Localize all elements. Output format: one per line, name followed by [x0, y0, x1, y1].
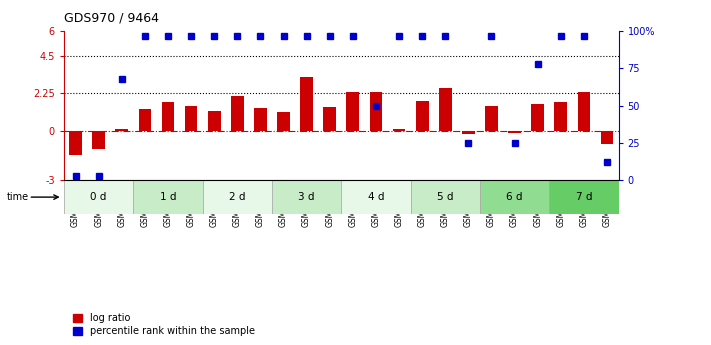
Bar: [549, 180, 619, 214]
Bar: [555, 102, 567, 130]
Text: 1 d: 1 d: [160, 192, 176, 202]
Bar: [341, 180, 411, 214]
Bar: [577, 92, 590, 130]
Bar: [300, 78, 313, 130]
Bar: [139, 109, 151, 130]
Bar: [508, 130, 521, 133]
Bar: [324, 107, 336, 130]
Bar: [69, 130, 82, 156]
Bar: [370, 92, 383, 130]
Text: 6 d: 6 d: [506, 192, 523, 202]
Text: 0 d: 0 d: [90, 192, 107, 202]
Text: GDS970 / 9464: GDS970 / 9464: [64, 11, 159, 24]
Bar: [254, 108, 267, 130]
Bar: [392, 129, 405, 130]
Bar: [134, 180, 203, 214]
Bar: [92, 130, 105, 149]
Bar: [462, 130, 475, 134]
Bar: [531, 104, 544, 130]
Text: 4 d: 4 d: [368, 192, 384, 202]
Bar: [346, 92, 359, 130]
Bar: [115, 129, 128, 130]
Bar: [601, 130, 614, 144]
Bar: [439, 88, 451, 130]
Bar: [185, 106, 198, 130]
Bar: [411, 180, 480, 214]
Bar: [161, 102, 174, 130]
Bar: [480, 180, 550, 214]
Bar: [272, 180, 341, 214]
Text: 7 d: 7 d: [576, 192, 592, 202]
Bar: [64, 180, 134, 214]
Bar: [485, 106, 498, 130]
Bar: [277, 112, 290, 130]
Bar: [208, 111, 220, 130]
Legend: log ratio, percentile rank within the sample: log ratio, percentile rank within the sa…: [69, 309, 259, 340]
Text: 3 d: 3 d: [299, 192, 315, 202]
Bar: [231, 96, 244, 130]
Text: 5 d: 5 d: [437, 192, 454, 202]
Text: 2 d: 2 d: [229, 192, 245, 202]
Text: time: time: [7, 192, 29, 202]
Bar: [416, 101, 429, 130]
Bar: [203, 180, 272, 214]
